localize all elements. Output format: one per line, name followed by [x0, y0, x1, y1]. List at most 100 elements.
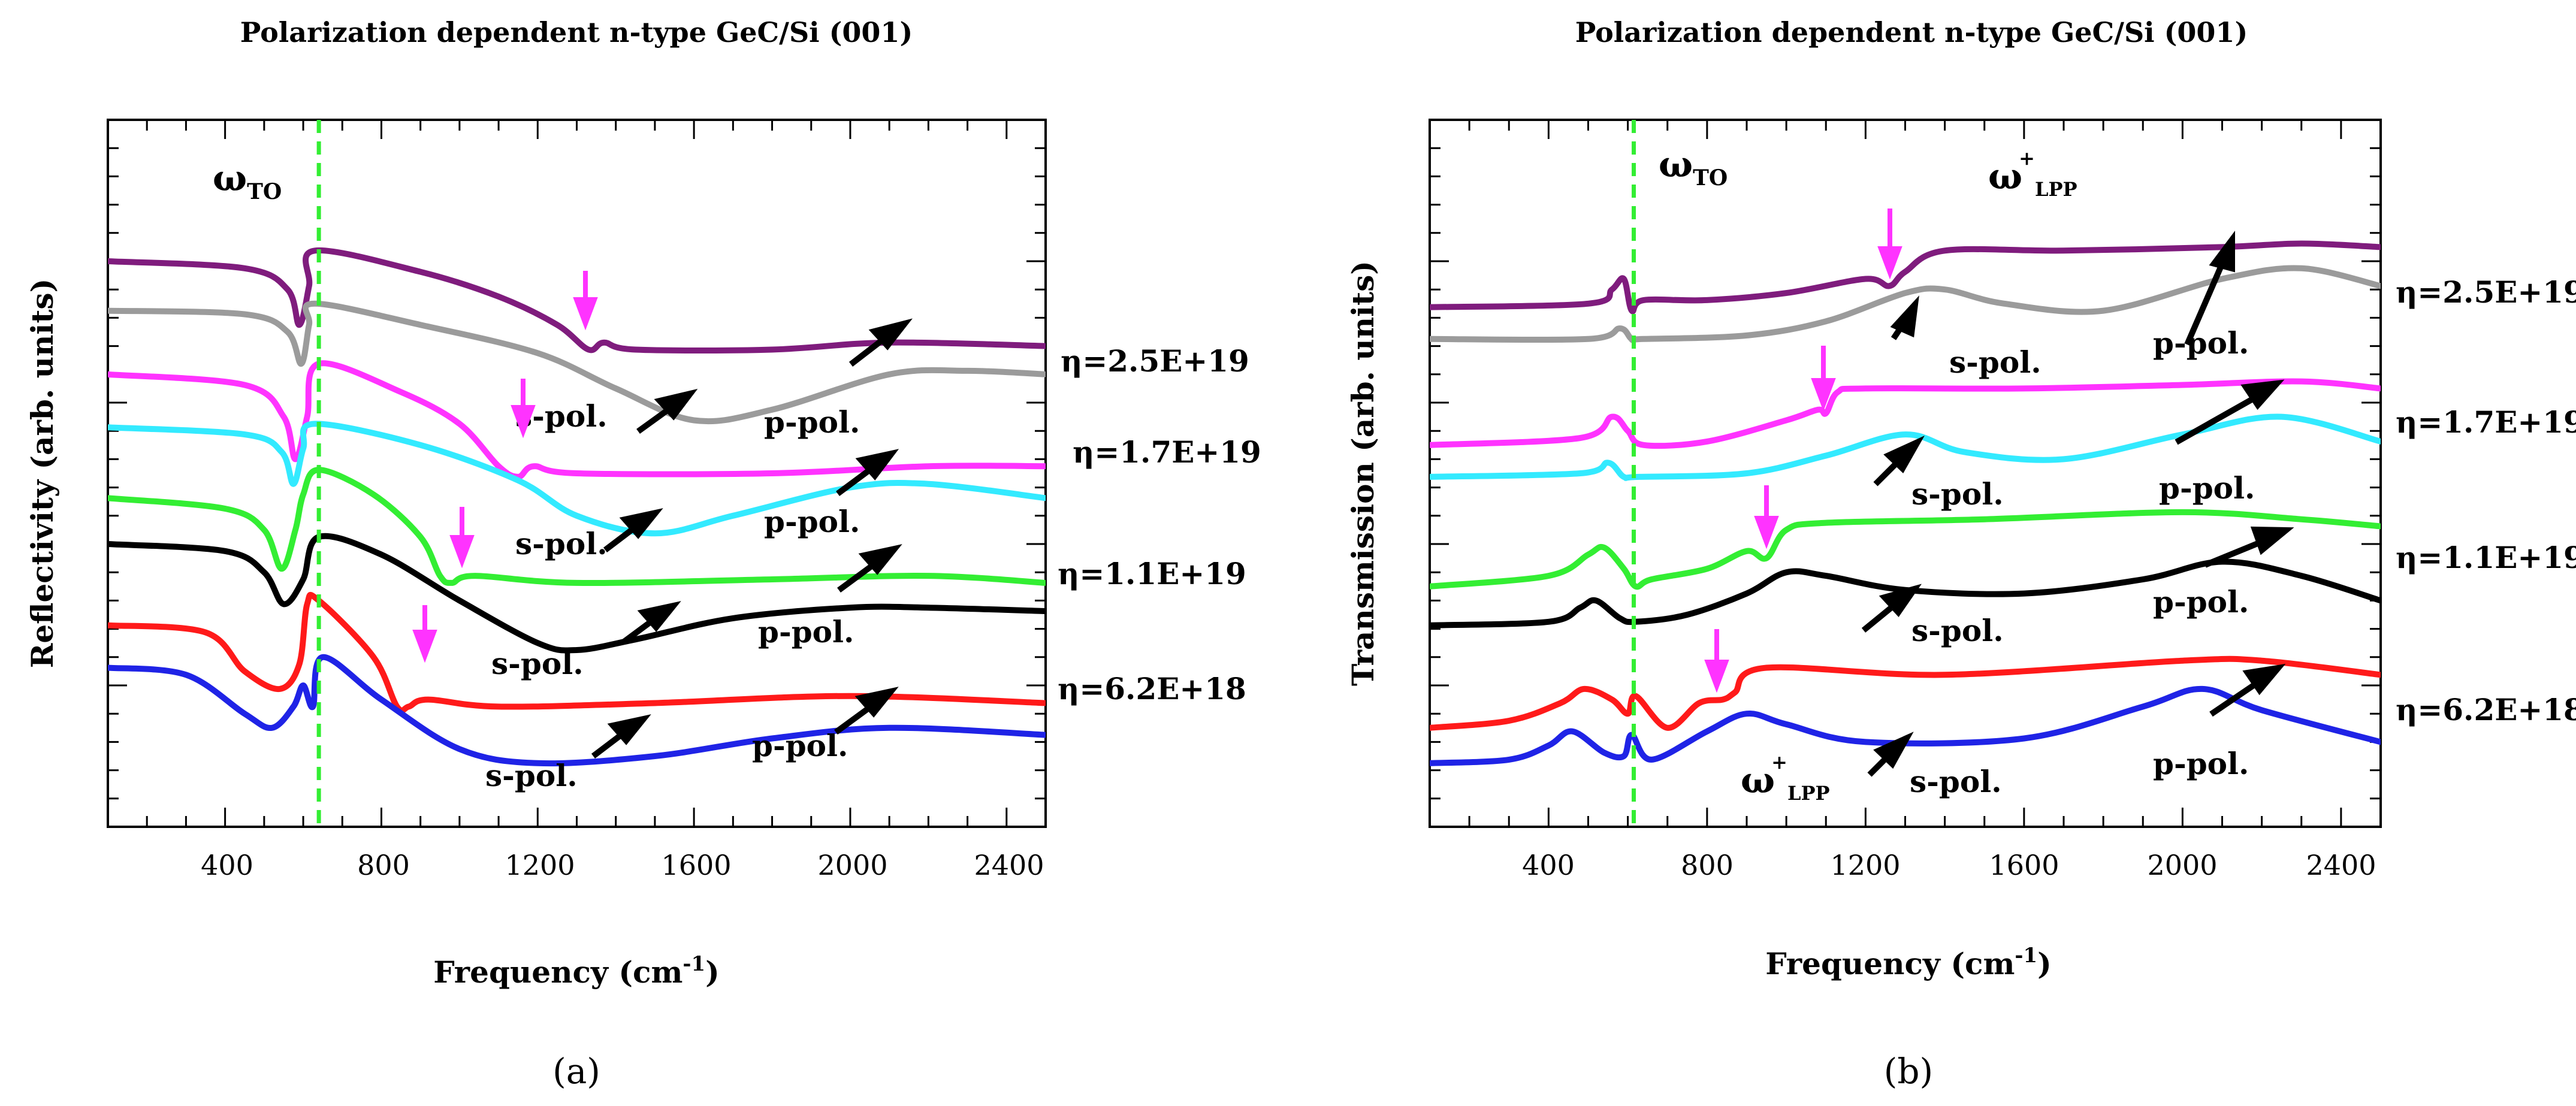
panel-a-caption: (a) [552, 1051, 600, 1092]
magenta-arrow [1754, 485, 1779, 549]
panel-a-s-pol-label: s-pol. [515, 526, 608, 561]
magenta-arrow [1811, 346, 1836, 412]
black-arrow [2204, 526, 2294, 568]
omega-symbol: ω [1659, 144, 1693, 186]
panel-a-xtick-label: 1200 [505, 849, 575, 881]
magenta-arrow [1877, 208, 1902, 280]
panel-b-s-pol-label: s-pol. [1910, 764, 2002, 799]
x-axis-label-main: Frequency (cm [433, 954, 682, 990]
magenta-arrow [412, 605, 437, 663]
x-axis-label-sup: -1 [682, 952, 705, 976]
black-arrow [1861, 584, 1922, 633]
black-arrow [1867, 732, 1914, 777]
panel-b-magenta-arrows [1704, 208, 1902, 693]
panel-b-xtick-label: 1600 [1989, 849, 2059, 881]
series-line [108, 360, 1046, 480]
magenta-arrow [449, 507, 475, 569]
series-line [108, 533, 1046, 654]
panel-b-p-pol-label: p-pol. [2153, 746, 2249, 781]
panel-b-eta-label: η=2.5E+19 [2396, 274, 2576, 310]
panel-b-s-pol-label: s-pol. [1911, 476, 2004, 512]
panel-b-p-pol-label: p-pol. [2159, 470, 2255, 506]
series-line [108, 247, 1046, 353]
black-arrow [1873, 435, 1925, 486]
panel-b-xtick-label: 2400 [2306, 849, 2376, 881]
panel-a-p-pol-label: p-pol. [758, 614, 854, 649]
omega-symbol: ω [1741, 760, 1775, 802]
black-arrow [848, 318, 913, 367]
omega-superscript: + [1771, 751, 1787, 773]
panel-a-black-arrows [591, 318, 913, 759]
panel-a-xtick-label: 800 [357, 849, 410, 881]
series-line [1430, 685, 2381, 766]
black-arrow [603, 508, 663, 552]
series-line [108, 300, 1046, 425]
panel-b-s-pol-label: s-pol. [1949, 345, 2042, 380]
magenta-arrow [511, 379, 536, 439]
series-line [1430, 558, 2381, 628]
black-arrow [591, 714, 651, 759]
panel-a-reflectivity: Polarization dependent n-type GeC/Si (00… [25, 16, 1261, 1092]
x-axis-label-main: Frequency (cm [1765, 946, 2015, 981]
panel-a-xtick-label: 2000 [817, 849, 887, 881]
panel-a-s-pol-label: s-pol. [485, 758, 578, 793]
panel-b-xtick-label: 2000 [2147, 849, 2217, 881]
panel-b-xtick-label: 400 [1522, 849, 1575, 881]
magenta-arrow [573, 271, 598, 331]
panel-b-y-axis-label: Transmission (arb. units) [1345, 261, 1381, 686]
omega-symbol: ω [213, 158, 247, 200]
x-axis-label-end: ) [2037, 946, 2052, 981]
black-arrow [636, 388, 698, 434]
series-line [108, 654, 1046, 767]
black-arrow [2209, 663, 2286, 717]
panel-b-xtick-label: 800 [1681, 849, 1734, 881]
series-line [1430, 655, 2381, 731]
black-arrow [836, 449, 899, 497]
panel-b-omega-lpp-label-top: ω+LPP [1988, 147, 2077, 201]
panel-a-tick-labels: 400 800 1200 1600 2000 2400 [201, 849, 1044, 881]
omega-subscript: TO [247, 179, 282, 204]
panel-a-ticks [108, 120, 1046, 827]
panel-a-p-pol-label: p-pol. [764, 404, 860, 440]
omega-superscript: + [2019, 147, 2035, 170]
panel-a-y-axis-label: Reflectivity (arb. units) [25, 279, 60, 668]
panel-b-eta-label: η=1.7E+19 [2396, 404, 2576, 440]
omega-symbol: ω [1988, 156, 2022, 198]
panel-b-omega-lpp-label-bottom: ω+LPP [1741, 751, 1830, 805]
panel-b-caption: (b) [1884, 1051, 1933, 1092]
x-axis-label-sup: -1 [2015, 944, 2037, 968]
panel-a-title: Polarization dependent n-type GeC/Si (00… [240, 16, 913, 49]
series-line [1430, 509, 2381, 590]
panel-b-title: Polarization dependent n-type GeC/Si (00… [1575, 16, 2248, 49]
omega-subscript: TO [1693, 165, 1728, 191]
panel-b-transmission: Polarization dependent n-type GeC/Si (00… [1345, 16, 2576, 1092]
black-arrow [2184, 231, 2235, 346]
series-line [1430, 378, 2381, 449]
panel-a-xtick-label: 1600 [661, 849, 731, 881]
black-arrow [834, 687, 899, 735]
panel-b-s-pol-label: s-pol. [1911, 613, 2004, 648]
panel-a-eta-label: η=6.2E+18 [1058, 671, 1246, 706]
panel-b-eta-label: η=6.2E+18 [2396, 692, 2576, 727]
series-line [108, 467, 1046, 587]
panel-a-xtick-label: 2400 [974, 849, 1044, 881]
omega-subscript: LPP [2035, 178, 2077, 201]
panel-a-eta-label: η=1.7E+19 [1073, 434, 1261, 470]
x-axis-label-end: ) [705, 954, 720, 990]
panel-a-eta-label: η=2.5E+19 [1061, 343, 1249, 379]
panel-a-xtick-label: 400 [201, 849, 253, 881]
panel-a-eta-label: η=1.1E+19 [1058, 556, 1246, 591]
panel-b-omega-to-label: ωTO [1659, 144, 1728, 191]
panel-b-xtick-label: 1200 [1830, 849, 1900, 881]
black-arrow [837, 544, 902, 593]
panel-b-eta-label: η=1.1E+19 [2396, 540, 2576, 575]
panel-b-p-pol-label: p-pol. [2153, 584, 2249, 620]
panel-b-tick-labels: 400 800 1200 1600 2000 2400 [1522, 849, 2376, 881]
series-line [1430, 240, 2381, 315]
omega-subscript: LPP [1787, 782, 1830, 805]
panel-a-x-axis-label: Frequency (cm-1) [433, 952, 720, 990]
panel-b-p-pol-label: p-pol. [2153, 325, 2249, 361]
panel-a-s-pol-label: s-pol. [491, 646, 584, 681]
panel-b-black-arrows [1861, 231, 2294, 777]
